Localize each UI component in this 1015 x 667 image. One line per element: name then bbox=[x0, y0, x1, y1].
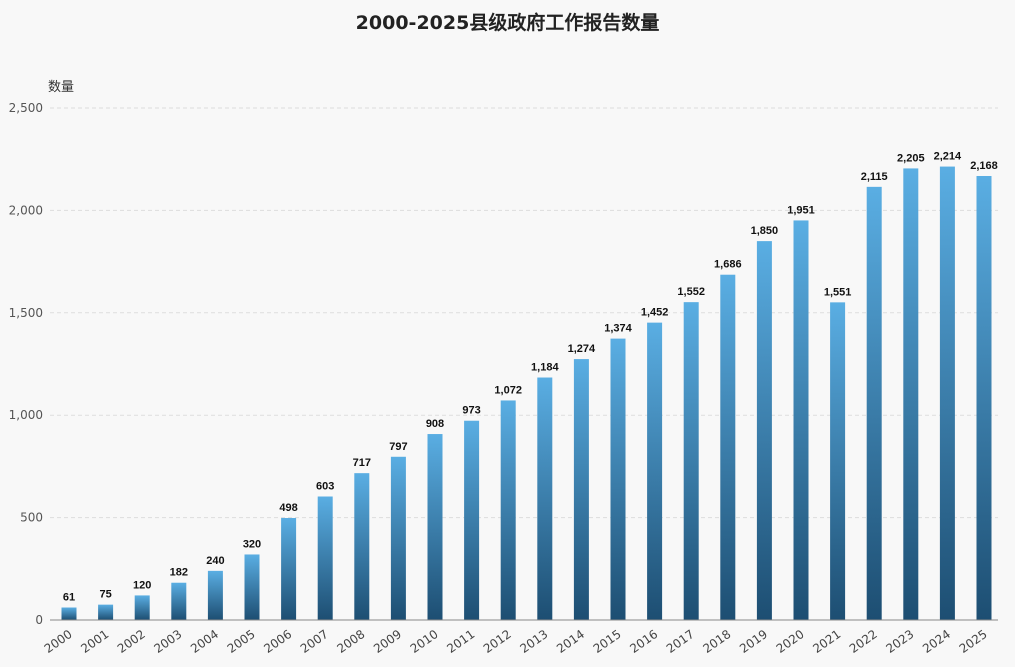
bar bbox=[866, 186, 882, 620]
data-label: 1,374 bbox=[604, 323, 632, 335]
bar bbox=[537, 377, 553, 620]
bar bbox=[939, 166, 955, 620]
y-tick-label: 1,000 bbox=[9, 408, 43, 422]
data-label: 240 bbox=[206, 555, 224, 567]
data-label: 717 bbox=[353, 457, 371, 469]
data-label: 498 bbox=[279, 502, 297, 514]
x-tick-label: 2025 bbox=[957, 627, 990, 656]
data-label: 1,184 bbox=[531, 362, 559, 374]
bar bbox=[573, 359, 589, 620]
x-tick-label: 2010 bbox=[408, 627, 441, 656]
bar bbox=[281, 518, 297, 620]
data-label: 320 bbox=[243, 538, 261, 550]
y-tick-label: 0 bbox=[35, 613, 43, 627]
bar bbox=[976, 175, 992, 621]
data-label: 973 bbox=[462, 405, 480, 417]
bar bbox=[134, 595, 150, 620]
bar bbox=[793, 220, 809, 621]
bars bbox=[61, 166, 992, 621]
bar bbox=[500, 400, 516, 620]
bar bbox=[903, 168, 919, 620]
bar bbox=[244, 554, 260, 620]
y-axis: 0 500 1,000 1,500 2,000 2,500 bbox=[9, 101, 43, 627]
x-tick-label: 2019 bbox=[737, 627, 770, 656]
x-tick-label: 2002 bbox=[115, 627, 148, 656]
bar bbox=[354, 473, 370, 620]
data-label: 1,452 bbox=[641, 307, 669, 319]
x-tick-label: 2004 bbox=[188, 627, 221, 656]
bar bbox=[98, 604, 114, 620]
data-label: 2,115 bbox=[861, 171, 888, 183]
bar bbox=[756, 241, 772, 620]
x-tick-label: 2001 bbox=[78, 627, 111, 656]
x-tick-label: 2007 bbox=[298, 627, 331, 656]
x-tick-label: 2013 bbox=[517, 627, 550, 656]
bar bbox=[171, 582, 187, 620]
bar bbox=[390, 456, 406, 620]
bar bbox=[683, 302, 699, 620]
y-tick-label: 500 bbox=[20, 511, 43, 525]
x-axis: 2000 2001 2002 2003 2004 2005 2006 2007 2008 2009… bbox=[42, 627, 990, 656]
data-label: 1,274 bbox=[568, 343, 596, 355]
x-tick-label: 2009 bbox=[371, 627, 404, 656]
x-tick-label: 2017 bbox=[664, 627, 697, 656]
bar bbox=[207, 570, 223, 620]
data-label: 182 bbox=[170, 567, 188, 579]
data-label: 603 bbox=[316, 481, 334, 493]
x-tick-label: 2014 bbox=[554, 627, 587, 656]
data-label: 120 bbox=[133, 579, 151, 591]
bar bbox=[427, 434, 443, 620]
x-tick-label: 2008 bbox=[334, 627, 367, 656]
y-tick-label: 2,500 bbox=[9, 101, 43, 115]
x-tick-label: 2000 bbox=[42, 627, 75, 656]
data-label: 1,072 bbox=[494, 384, 522, 396]
x-tick-label: 2018 bbox=[700, 627, 733, 656]
x-tick-label: 2006 bbox=[261, 627, 294, 656]
x-tick-label: 2020 bbox=[774, 627, 807, 656]
data-label: 2,205 bbox=[897, 152, 925, 164]
bar bbox=[464, 420, 480, 620]
bar bbox=[61, 607, 77, 620]
x-tick-label: 2022 bbox=[847, 627, 880, 656]
data-label: 797 bbox=[389, 441, 407, 453]
x-tick-label: 2015 bbox=[591, 627, 624, 656]
gridlines bbox=[50, 107, 998, 519]
data-label: 1,552 bbox=[677, 286, 705, 298]
x-tick-label: 2005 bbox=[225, 627, 258, 656]
bar bbox=[720, 274, 736, 620]
data-label: 2,168 bbox=[970, 160, 998, 172]
x-tick-label: 2011 bbox=[444, 627, 477, 656]
x-tick-label: 2003 bbox=[151, 627, 184, 656]
y-axis-title: 数量 bbox=[48, 80, 74, 95]
bar bbox=[317, 496, 333, 620]
bar bbox=[647, 322, 663, 620]
x-tick-label: 2023 bbox=[883, 627, 916, 656]
data-labels: 61 75 120 182 240 320 498 603 717 797 908 973 1,072 1… bbox=[63, 151, 998, 604]
x-tick-label: 2021 bbox=[810, 627, 843, 656]
data-label: 1,551 bbox=[824, 286, 852, 298]
bar bbox=[830, 302, 846, 620]
bar bbox=[610, 338, 626, 620]
y-tick-label: 1,500 bbox=[9, 306, 43, 320]
x-tick-label: 2012 bbox=[481, 627, 514, 656]
data-label: 1,686 bbox=[714, 259, 742, 271]
data-label: 61 bbox=[63, 592, 75, 604]
x-tick-label: 2016 bbox=[627, 627, 660, 656]
data-label: 908 bbox=[426, 418, 444, 430]
x-tick-label: 2024 bbox=[920, 627, 953, 656]
data-label: 75 bbox=[99, 589, 111, 601]
data-label: 1,951 bbox=[787, 204, 815, 216]
data-label: 2,214 bbox=[934, 151, 962, 163]
data-label: 1,850 bbox=[751, 225, 779, 237]
chart-title: 2000-2025县级政府工作报告数量 bbox=[355, 12, 660, 34]
y-tick-label: 2,000 bbox=[9, 203, 43, 217]
